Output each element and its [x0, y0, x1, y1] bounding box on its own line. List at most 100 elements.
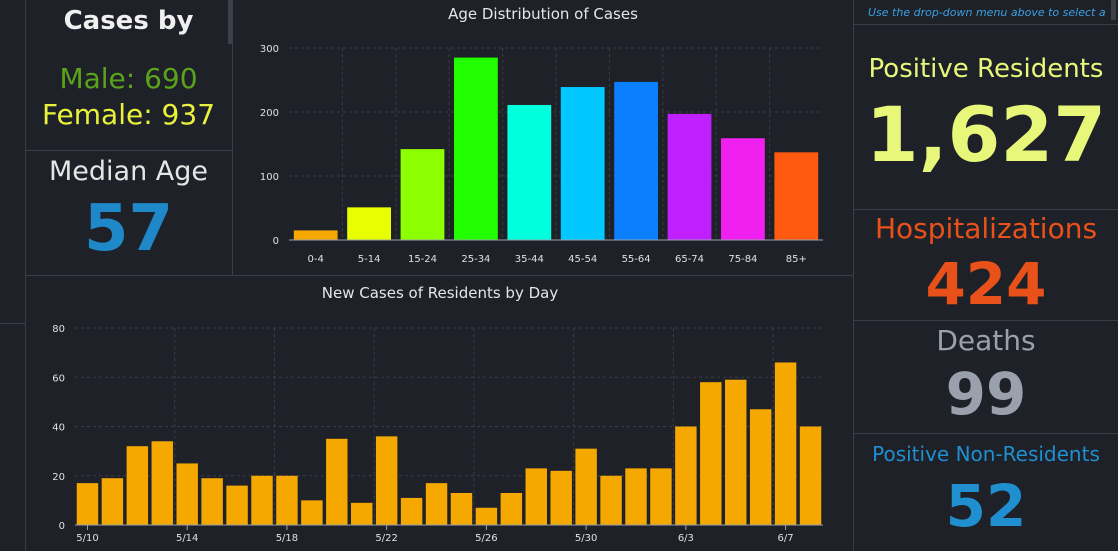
median-age-label: Median Age — [48, 156, 208, 187]
deaths-value: 99 — [945, 360, 1027, 428]
x-tick-label: 5-14 — [358, 254, 381, 265]
female-count: Female: 937 — [41, 98, 216, 131]
bar[interactable] — [700, 382, 722, 525]
x-tick-label: 6/7 — [778, 533, 794, 544]
new-cases-by-day-chart: New Cases of Residents by Day 0 20 40 60 80 5/… — [52, 284, 823, 544]
bar[interactable] — [351, 502, 373, 525]
gender-panel: Cases by Male: 690 Female: 937 — [25, 0, 232, 148]
y-tick-label: 0 — [59, 521, 65, 532]
deaths-label: Deaths — [936, 324, 1036, 357]
x-tick-label: 5/10 — [76, 533, 98, 544]
bar[interactable] — [301, 500, 323, 525]
bar[interactable] — [375, 436, 398, 525]
x-tick-label: 55-64 — [622, 254, 651, 265]
bar[interactable] — [799, 426, 822, 526]
divider — [0, 323, 25, 324]
x-tick-label: 5/18 — [276, 533, 298, 544]
bar[interactable] — [575, 448, 597, 525]
x-tick-label: 75-84 — [728, 254, 757, 265]
bar[interactable] — [454, 57, 498, 240]
median-age-value: 57 — [83, 192, 174, 266]
x-tick-label: 65-74 — [675, 254, 704, 265]
bar[interactable] — [525, 468, 547, 525]
bar[interactable] — [625, 468, 647, 525]
non-residents-label: Positive Non-Residents — [872, 442, 1100, 466]
positive-residents-label: Positive Residents — [868, 54, 1104, 84]
hint-text: Use the drop-down menu above to select a — [868, 6, 1106, 19]
bar[interactable] — [774, 152, 819, 240]
bar[interactable] — [749, 409, 772, 525]
y-tick-label: 60 — [52, 373, 65, 384]
bar[interactable] — [201, 478, 223, 525]
bar[interactable] — [126, 446, 149, 525]
hospitalizations-label: Hospitalizations — [874, 212, 1098, 245]
bar[interactable] — [675, 426, 697, 526]
divider — [854, 433, 1118, 434]
x-tick-label: 5/22 — [375, 533, 397, 544]
y-tick-label: 80 — [52, 324, 65, 335]
bar[interactable] — [600, 475, 622, 525]
bar[interactable] — [560, 87, 605, 240]
divider — [25, 275, 853, 276]
bar[interactable] — [507, 104, 552, 241]
x-tick-label: 35-44 — [515, 254, 544, 265]
x-tick-label: 15-24 — [408, 254, 437, 265]
bar[interactable] — [721, 138, 765, 240]
y-tick-label: 20 — [52, 472, 65, 483]
cases-by-title: Cases by — [63, 6, 194, 36]
bar[interactable] — [226, 485, 248, 525]
bar[interactable] — [400, 497, 423, 525]
bar[interactable] — [774, 362, 797, 525]
y-tick-label: 40 — [52, 423, 65, 434]
bar[interactable] — [475, 507, 498, 525]
divider — [25, 150, 232, 151]
bar[interactable] — [725, 379, 747, 525]
divider — [853, 0, 854, 551]
x-tick-label: 5/26 — [475, 533, 497, 544]
hospitalizations-value: 424 — [925, 250, 1047, 318]
bar[interactable] — [101, 478, 124, 525]
scrollbar[interactable] — [1111, 0, 1116, 20]
y-tick-label: 100 — [260, 172, 279, 183]
bar[interactable] — [667, 113, 712, 240]
divider — [232, 0, 233, 275]
x-tick-label: 45-54 — [568, 254, 597, 265]
bar[interactable] — [450, 492, 473, 525]
y-tick-label: 300 — [260, 44, 279, 55]
age-distribution-chart: Age Distribution of Cases 0 100 200 300 0-4 5-… — [260, 5, 823, 265]
bar[interactable] — [614, 81, 658, 240]
male-count: Male: 690 — [59, 62, 198, 95]
median-age-panel: Median Age 57 — [25, 152, 232, 274]
y-tick-label: 0 — [273, 236, 279, 247]
x-tick-label: 0-4 — [308, 254, 324, 265]
bar[interactable] — [500, 492, 523, 525]
bar[interactable] — [151, 441, 173, 525]
bar[interactable] — [293, 230, 338, 240]
x-tick-label: 25-34 — [461, 254, 490, 265]
divider — [854, 209, 1118, 210]
divider — [25, 0, 26, 551]
positive-residents-value: 1,627 — [865, 90, 1107, 179]
x-tick-label: 5/14 — [176, 533, 198, 544]
x-tick-label: 85+ — [786, 254, 807, 265]
scrollbar[interactable] — [228, 0, 232, 44]
x-tick-label: 5/30 — [575, 533, 597, 544]
chart-title: Age Distribution of Cases — [448, 5, 638, 23]
divider — [854, 320, 1118, 321]
x-tick-label: 6/3 — [678, 533, 694, 544]
bar[interactable] — [176, 463, 198, 525]
bar[interactable] — [425, 483, 448, 525]
bar[interactable] — [550, 470, 572, 525]
bar[interactable] — [326, 438, 348, 525]
bar[interactable] — [347, 207, 391, 240]
bar[interactable] — [276, 475, 298, 525]
bar[interactable] — [76, 483, 99, 525]
divider — [854, 24, 1118, 25]
bar[interactable] — [251, 475, 273, 525]
non-residents-value: 52 — [945, 472, 1027, 540]
y-tick-label: 200 — [260, 108, 279, 119]
bar[interactable] — [400, 149, 445, 240]
bar[interactable] — [650, 468, 672, 525]
summary-panel: Use the drop-down menu above to select a… — [854, 0, 1118, 551]
chart-title: New Cases of Residents by Day — [322, 284, 559, 302]
